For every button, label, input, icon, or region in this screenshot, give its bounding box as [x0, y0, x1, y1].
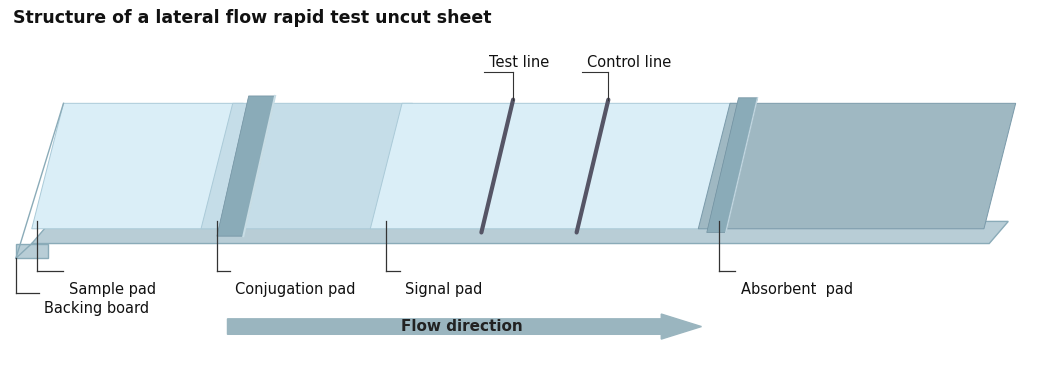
Text: Sample pad: Sample pad [69, 282, 156, 297]
FancyArrow shape [227, 314, 701, 339]
Text: Absorbent  pad: Absorbent pad [741, 282, 853, 297]
Polygon shape [370, 103, 741, 229]
Polygon shape [698, 103, 1016, 229]
Polygon shape [32, 103, 243, 229]
Polygon shape [217, 96, 275, 236]
Text: Test line: Test line [489, 55, 549, 70]
Text: Control line: Control line [587, 55, 672, 70]
Polygon shape [32, 221, 1008, 244]
Text: Signal pad: Signal pad [405, 282, 482, 297]
Text: Structure of a lateral flow rapid test uncut sheet: Structure of a lateral flow rapid test u… [13, 9, 491, 27]
Polygon shape [201, 103, 413, 229]
Polygon shape [16, 244, 48, 258]
Text: Backing board: Backing board [44, 301, 149, 316]
Text: Flow direction: Flow direction [401, 319, 524, 334]
Polygon shape [707, 98, 758, 232]
Text: Conjugation pad: Conjugation pad [235, 282, 355, 297]
